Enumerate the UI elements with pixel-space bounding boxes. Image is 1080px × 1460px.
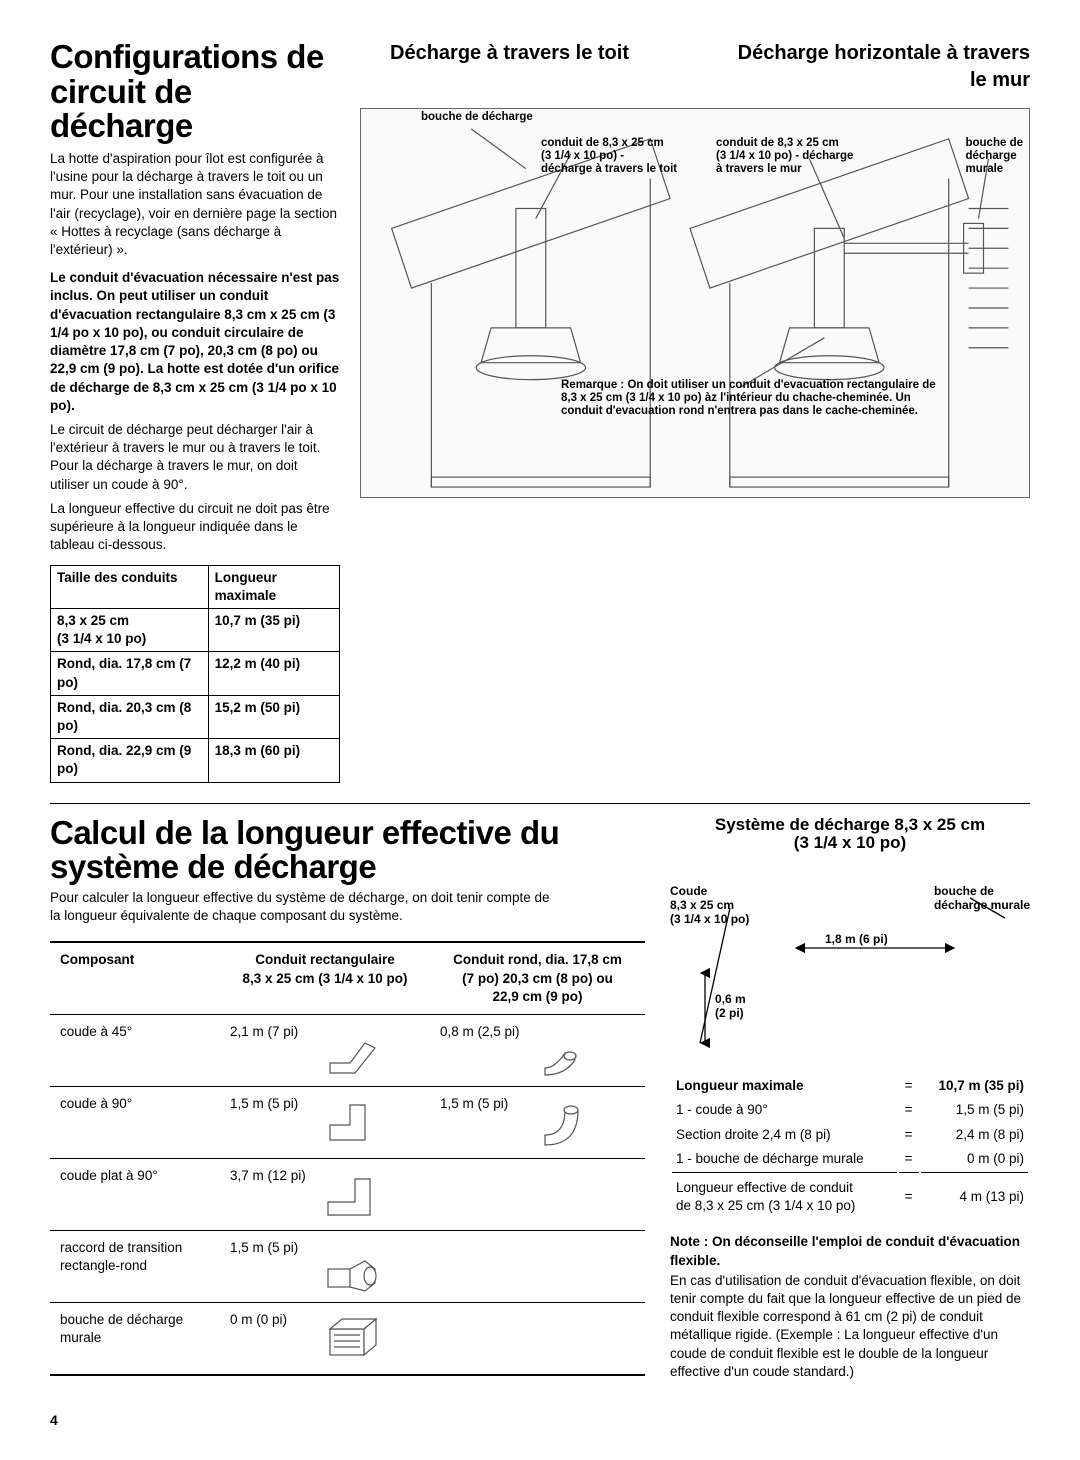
roof-discharge-header: Décharge à travers le toit [390,40,690,94]
left-text-column: Configurations de circuit de décharge La… [50,40,340,783]
duct-size-cell: 8,3 x 25 cm (3 1/4 x 10 po) [51,608,209,651]
label-vert-dim: 0,6 m (2 pi) [715,993,746,1021]
example-system-column: Système de décharge 8,3 x 25 cm (3 1/4 x… [670,816,1030,1381]
diagram-column: Décharge à travers le toit Décharge hori… [360,40,1030,783]
section1-bold-paragraph: Le conduit d'évacuation nécessaire n'est… [50,269,340,415]
flex-duct-note-heading: Note : On déconseille l'emploi de condui… [670,1233,1030,1269]
component-rect-value: 2,1 m (7 pi) [220,1015,430,1087]
calc-row: Section droite 2,4 m (8 pi)=2,4 m (8 pi) [672,1124,1028,1146]
label-horiz-dim: 1,8 m (6 pi) [825,933,888,947]
calc-value: 1,5 m (5 pi) [921,1099,1028,1121]
equals-sign: = [899,1099,919,1121]
component-round-value: 0,8 m (2,5 pi) [430,1015,645,1087]
component-round-value [430,1303,645,1376]
calc-value: 2,4 m (8 pi) [921,1124,1028,1146]
component-name: coude plat à 90° [50,1159,220,1231]
component-rect-value: 3,7 m (12 pi) [220,1159,430,1231]
component-name: coude à 90° [50,1087,220,1159]
label-remarque: Remarque : On doit utiliser un conduit d… [561,379,941,419]
equals-sign: = [899,1172,919,1217]
calc-row: 1 - coude à 90°=1,5 m (5 pi) [672,1099,1028,1121]
section1-title: Configurations de circuit de décharge [50,40,340,144]
label-bouche-decharge: bouche de décharge [421,111,533,124]
calc-row: 1 - bouche de décharge murale=0 m (0 pi) [672,1148,1028,1170]
duct-table-header-length: Longueur maximale [208,565,339,608]
duct-length-cell: 12,2 m (40 pi) [208,652,339,695]
duct-size-table: Taille des conduits Longueur maximale 8,… [50,565,340,783]
component-rect-value: 1,5 m (5 pi) [220,1087,430,1159]
component-rect-value: 1,5 m (5 pi) [220,1231,430,1303]
component-table: Composant Conduit rectangulaire 8,3 x 25… [50,941,645,1376]
calc-result-row: Longueur effective de conduit de 8,3 x 2… [672,1172,1028,1217]
duct-size-cell: Rond, dia. 17,8 cm (7 po) [51,652,209,695]
system-diagram: Coude 8,3 x 25 cm (3 1/4 x 10 po) bouche… [670,853,1030,1063]
label-bouche-murale-sys: bouche de décharge murale [934,885,1030,913]
venting-configurations-section: Configurations de circuit de décharge La… [50,40,1030,783]
comp-header-rect: Conduit rectangulaire 8,3 x 25 cm (3 1/4… [220,942,430,1014]
label-conduit-wall: conduit de 8,3 x 25 cm (3 1/4 x 10 po) -… [716,137,853,177]
component-row: coude à 90°1,5 m (5 pi)1,5 m (5 pi) [50,1087,645,1159]
calc-row: Longueur maximale=10,7 m (35 pi) [672,1075,1028,1097]
component-name: raccord de transition rectangle-rond [50,1231,220,1303]
duct-length-cell: 15,2 m (50 pi) [208,695,339,738]
label-bouche-murale: bouche de décharge murale [965,137,1023,177]
calculation-table: Longueur maximale=10,7 m (35 pi)1 - coud… [670,1073,1030,1219]
duct-size-cell: Rond, dia. 22,9 cm (9 po) [51,739,209,782]
component-round-value [430,1231,645,1303]
house-venting-svg [361,109,1029,497]
component-row: bouche de décharge murale0 m (0 pi) [50,1303,645,1376]
calc-label: 1 - bouche de décharge murale [672,1148,897,1170]
label-coude: Coude 8,3 x 25 cm (3 1/4 x 10 po) [670,885,749,926]
component-row: coude à 45°2,1 m (7 pi)0,8 m (2,5 pi) [50,1015,645,1087]
wall-discharge-header: Décharge horizontale à travers le mur [730,40,1030,94]
section1-para2: Le circuit de décharge peut décharger l'… [50,421,340,494]
comp-header-component: Composant [50,942,220,1014]
calc-value: 0 m (0 pi) [921,1148,1028,1170]
section2-intro: Pour calculer la longueur effective du s… [50,889,550,925]
comp-header-round: Conduit rond, dia. 17,8 cm (7 po) 20,3 c… [430,942,645,1014]
calc-left-column: Calcul de la longueur effective du systè… [50,816,645,1381]
equals-sign: = [899,1075,919,1097]
diagram-headers: Décharge à travers le toit Décharge hori… [390,40,1030,100]
component-rect-value: 0 m (0 pi) [220,1303,430,1376]
equals-sign: = [899,1124,919,1146]
duct-length-cell: 10,7 m (35 pi) [208,608,339,651]
label-conduit-roof: conduit de 8,3 x 25 cm (3 1/4 x 10 po) -… [541,137,677,177]
calc-label: Longueur maximale [672,1075,897,1097]
flex-duct-note-body: En cas d'utilisation de conduit d'évacua… [670,1272,1030,1381]
duct-table-header-size: Taille des conduits [51,565,209,608]
calc-label: 1 - coude à 90° [672,1099,897,1121]
calc-result-label: Longueur effective de conduit de 8,3 x 2… [672,1172,897,1217]
component-round-value: 1,5 m (5 pi) [430,1087,645,1159]
equals-sign: = [899,1148,919,1170]
calc-result-value: 4 m (13 pi) [921,1172,1028,1217]
duct-size-cell: Rond, dia. 20,3 cm (8 po) [51,695,209,738]
component-name: coude à 45° [50,1015,220,1087]
calc-value: 10,7 m (35 pi) [921,1075,1028,1097]
component-row: raccord de transition rectangle-rond1,5 … [50,1231,645,1303]
duct-length-cell: 18,3 m (60 pi) [208,739,339,782]
section1-intro: La hotte d'aspiration pour îlot est conf… [50,150,340,259]
component-name: bouche de décharge murale [50,1303,220,1376]
venting-diagram: bouche de décharge conduit de 8,3 x 25 c… [360,108,1030,498]
component-round-value [430,1159,645,1231]
page-number: 4 [50,1411,1030,1430]
section1-para3: La longueur effective du circuit ne doit… [50,500,340,555]
system-title: Système de décharge 8,3 x 25 cm (3 1/4 x… [670,816,1030,853]
calc-label: Section droite 2,4 m (8 pi) [672,1124,897,1146]
component-row: coude plat à 90°3,7 m (12 pi) [50,1159,645,1231]
section2-title: Calcul de la longueur effective du systè… [50,816,600,885]
effective-length-section: Calcul de la longueur effective du systè… [50,816,1030,1381]
section-divider [50,803,1030,804]
